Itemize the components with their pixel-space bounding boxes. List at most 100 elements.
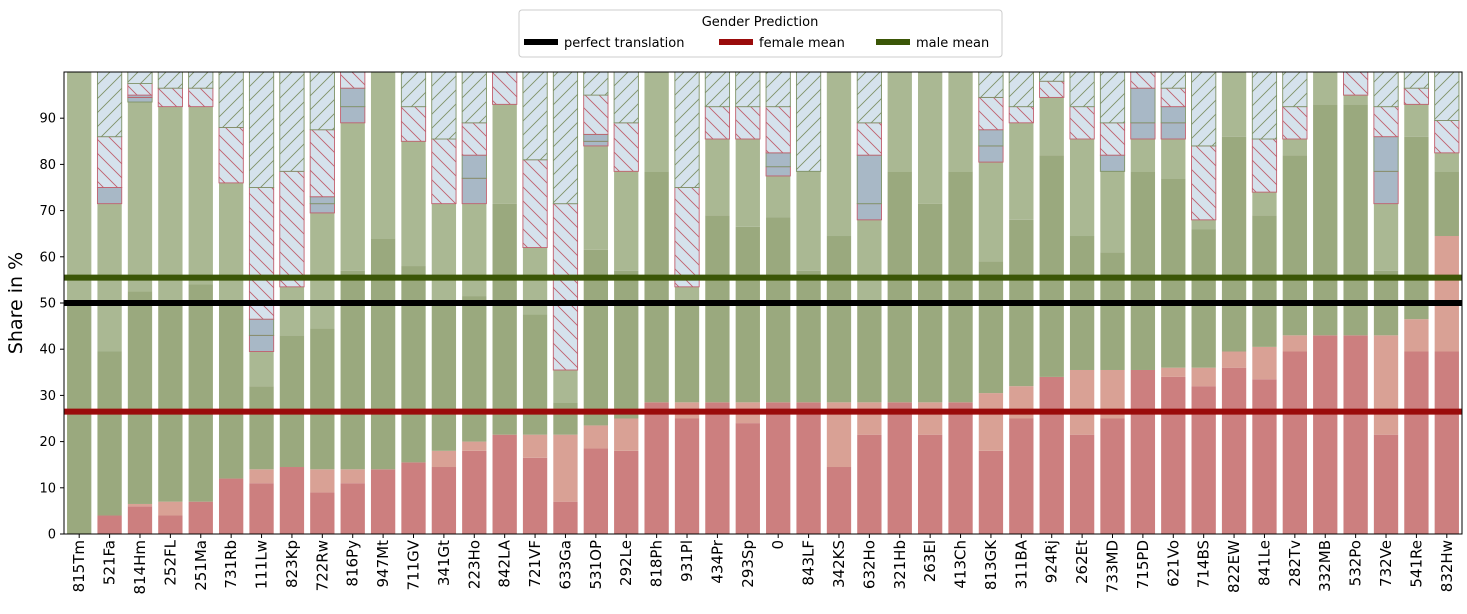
x-tick-label: 633Ga <box>556 540 574 589</box>
x-tick-label: 341Gt <box>435 540 453 586</box>
bar-segment-251Ma-m_light <box>188 106 213 285</box>
bar-segment-841Le-m_light <box>1252 192 1277 216</box>
bar-segment-816Py-f_light <box>340 469 365 484</box>
y-axis: 0 10 20 30 40 50 60 70 80 90 <box>39 112 64 543</box>
bar-segment-621Vo-n_green <box>1160 72 1186 89</box>
bar-segment-262Et-f_light <box>1069 369 1095 435</box>
bar-segment-434Pr-f_dark <box>705 402 730 534</box>
x-tick-label: 111Lw <box>253 540 271 589</box>
bar-segment-293Sp-m_light <box>735 138 760 227</box>
bar-segment-924Rj-f_dark <box>1039 376 1064 534</box>
bar-segment-814Hm-o_green <box>127 96 153 103</box>
bar-segment-632Ho-n_red <box>856 122 882 156</box>
bar-segment-252FL-f_light <box>158 501 183 516</box>
bar-segment-823Kp-n_green <box>279 72 305 172</box>
bar-segment-818Ph-m_light <box>644 72 669 172</box>
bar-segment-822EW-f_light <box>1221 351 1247 368</box>
bar-segment-111Lw-o_red <box>248 334 275 352</box>
bar-segment-721VF-n_red <box>522 159 548 249</box>
bar-segment-924Rj-n_green <box>1039 72 1065 82</box>
bar-segment-282Tv-m_light <box>1282 138 1308 156</box>
bar-segment-814Hm-m_light <box>127 102 153 292</box>
bar-segment-813GK-m_light <box>978 162 1004 262</box>
legend-frame <box>518 9 1003 58</box>
bar-segment-262Et-n_green <box>1069 72 1095 108</box>
x-tick-label: 815Tm <box>70 540 88 592</box>
bar-segment-0-m_light <box>766 175 791 218</box>
bar-segment-711GV-f_dark <box>401 462 426 534</box>
bar-segment-541Re-f_dark <box>1404 351 1429 534</box>
bar-segment-341Gt-m_light <box>431 203 457 303</box>
x-tick-label: 814Hm <box>131 540 149 595</box>
bar-segment-832Hw-f_dark <box>1434 351 1459 534</box>
bar-segment-341Gt-n_green <box>431 72 457 140</box>
bar-segment-733MD-f_dark <box>1100 418 1125 534</box>
bar-segment-814Hm-n_green <box>127 72 153 85</box>
bar-segment-947Mt-f_dark <box>370 469 396 534</box>
bar-segment-621Vo-o_green <box>1160 106 1186 124</box>
bar-segment-832Hw-n_green <box>1434 72 1460 121</box>
bar-segment-633Ga-f_light <box>553 434 578 502</box>
bar-segment-815Tm-m_light <box>67 72 92 303</box>
bar-segment-813GK-n_green <box>978 72 1004 98</box>
bar-segment-813GK-o_red <box>978 145 1004 163</box>
bar-segment-111Lw-f_light <box>249 469 274 484</box>
bar-segment-715PD-o_red <box>1130 122 1156 140</box>
bar-segment-341Gt-m_dark <box>431 303 457 451</box>
bar-segment-252FL-m_light <box>158 106 183 304</box>
x-tick-label: 541Re <box>1407 540 1425 588</box>
bar-segment-111Lw-m_dark <box>249 386 274 470</box>
bar-segment-521Fa-n_red <box>96 136 123 188</box>
x-tick-label: 722Rw <box>313 540 331 591</box>
x-tick-label: 342KS <box>830 540 848 588</box>
bar-segment-814Hm-f_dark <box>127 506 153 534</box>
bar-segment-842LA-n_red <box>492 72 518 105</box>
bar-segment-841Le-n_green <box>1251 72 1278 140</box>
bar-segment-924Rj-n_red <box>1039 80 1065 98</box>
bar-segment-413Ch-f_dark <box>948 402 973 534</box>
bar-segment-263El-f_dark <box>917 434 943 534</box>
y-tick-label: 10 <box>39 481 56 496</box>
bar-segment-931Pl-f_dark <box>674 418 700 534</box>
bar-segment-0-f_dark <box>766 402 791 534</box>
bar-segment-341Gt-n_red <box>431 138 457 205</box>
bar-segment-714BS-n_green <box>1191 72 1217 147</box>
x-tick-label: 731Rb <box>222 540 240 589</box>
bar-segment-722Rw-o_green <box>309 196 335 205</box>
bar-segment-292Le-m_light <box>614 171 639 271</box>
x-tick-label: 621Vo <box>1164 540 1182 587</box>
bar-segment-733MD-m_dark <box>1100 252 1125 370</box>
bar-segment-841Le-f_light <box>1252 346 1277 380</box>
bar-segment-822EW-f_dark <box>1221 367 1247 534</box>
bar-segment-252FL-f_dark <box>158 515 183 534</box>
bar-segment-521Fa-n_green <box>96 72 123 138</box>
bar-segment-832Hw-m_dark <box>1434 171 1459 237</box>
bar-segment-633Ga-f_dark <box>553 501 578 534</box>
bar-segment-251Ma-n_red <box>188 87 214 108</box>
bar-segment-632Ho-f_dark <box>857 434 882 534</box>
bar-segment-633Ga-m_light <box>553 369 578 403</box>
bar-segment-924Rj-m_light <box>1039 97 1064 156</box>
bar-segment-252FL-n_green <box>157 72 183 89</box>
x-tick-label: 332MB <box>1316 540 1334 592</box>
bar-segment-947Mt-m_light <box>370 72 396 239</box>
bar-segment-823Kp-f_dark <box>279 467 305 534</box>
x-tick-label: 0 <box>769 540 787 550</box>
bar-segment-282Tv-n_red <box>1282 106 1308 140</box>
bar-segment-814Hm-m_dark <box>127 291 153 504</box>
bar-segment-733MD-o_green <box>1099 154 1126 172</box>
bar-segment-816Py-o_red <box>340 106 366 124</box>
bar-segment-714BS-f_light <box>1191 367 1216 387</box>
bar-segment-521Fa-f_dark <box>97 515 122 534</box>
bar-segment-823Kp-n_red <box>279 170 305 288</box>
bar-segment-731Rb-f_dark <box>218 478 244 534</box>
bar-segment-732Ve-n_red <box>1373 106 1399 138</box>
bar-segment-621Vo-o_red <box>1160 122 1186 140</box>
bar-segment-731Rb-n_green <box>218 72 244 128</box>
bar-segment-111Lw-n_green <box>248 72 275 188</box>
x-tick-label: 292Le <box>617 540 635 586</box>
bar-segment-931Pl-m_light <box>674 286 700 303</box>
bar-segment-292Le-n_red <box>613 122 639 172</box>
bar-segment-813GK-f_dark <box>978 450 1004 534</box>
